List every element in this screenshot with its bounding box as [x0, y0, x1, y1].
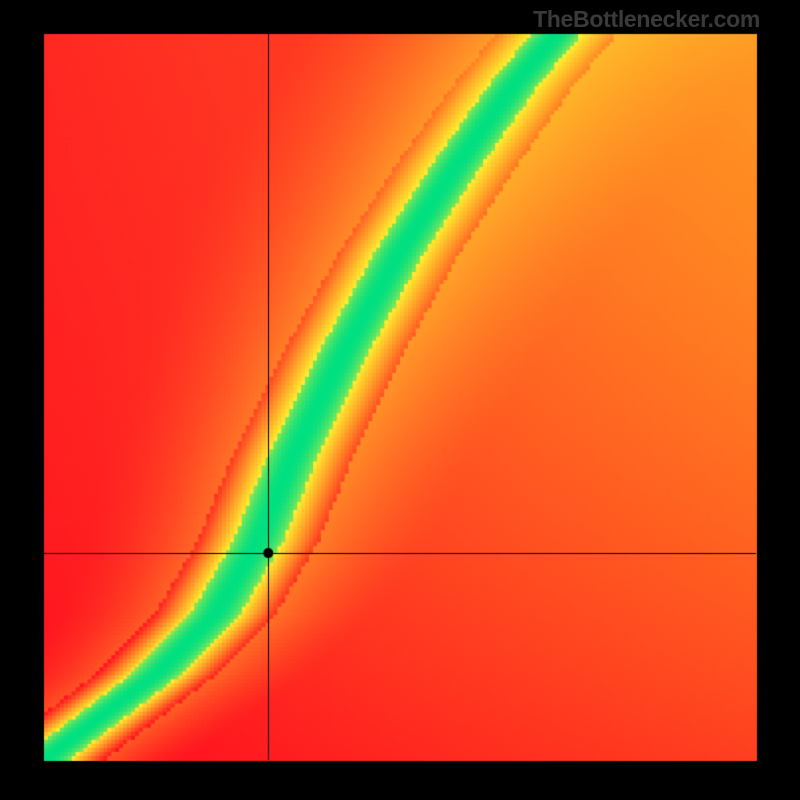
- watermark-text: TheBottlenecker.com: [533, 6, 760, 33]
- chart-container: TheBottlenecker.com: [0, 0, 800, 800]
- heatmap-canvas: [0, 0, 800, 800]
